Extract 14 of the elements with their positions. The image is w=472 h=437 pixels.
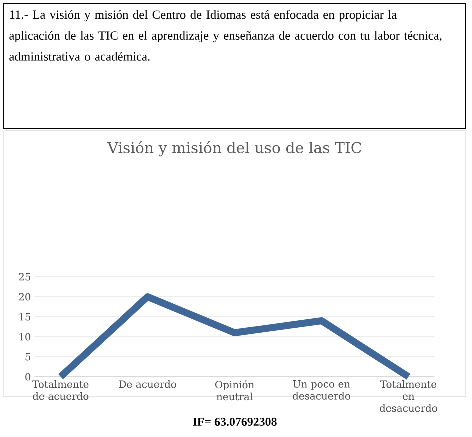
y-tick-label: 0 bbox=[26, 373, 31, 381]
x-tick-label: Opinión neutral bbox=[215, 380, 254, 401]
x-tick-label: De acuerdo bbox=[119, 380, 176, 388]
y-tick-label: 5 bbox=[26, 353, 31, 361]
y-tick-label: 20 bbox=[19, 293, 31, 301]
x-tick-label: Totalmente en desacuerdo bbox=[380, 380, 438, 412]
y-tick-label: 15 bbox=[20, 313, 31, 321]
x-tick-label: Totalmente de acuerdo bbox=[32, 380, 89, 400]
chart-title: Visión y misión del uso de las TIC bbox=[108, 141, 362, 157]
y-tick-label: 25 bbox=[19, 273, 31, 281]
text: IF= 63.07692308 bbox=[193, 418, 277, 426]
text: 11.- La visión y misión del Centro de Idiomas está enfocada en propiciar la aplicación de las TIC en el aprendizaje y enseñanza de acuerdo con tu labor técnica, administrativa o académica. bbox=[10, 10, 442, 61]
x-tick-label: Un poco en desacuerdo bbox=[293, 380, 350, 400]
y-tick-label: 10 bbox=[20, 333, 31, 341]
